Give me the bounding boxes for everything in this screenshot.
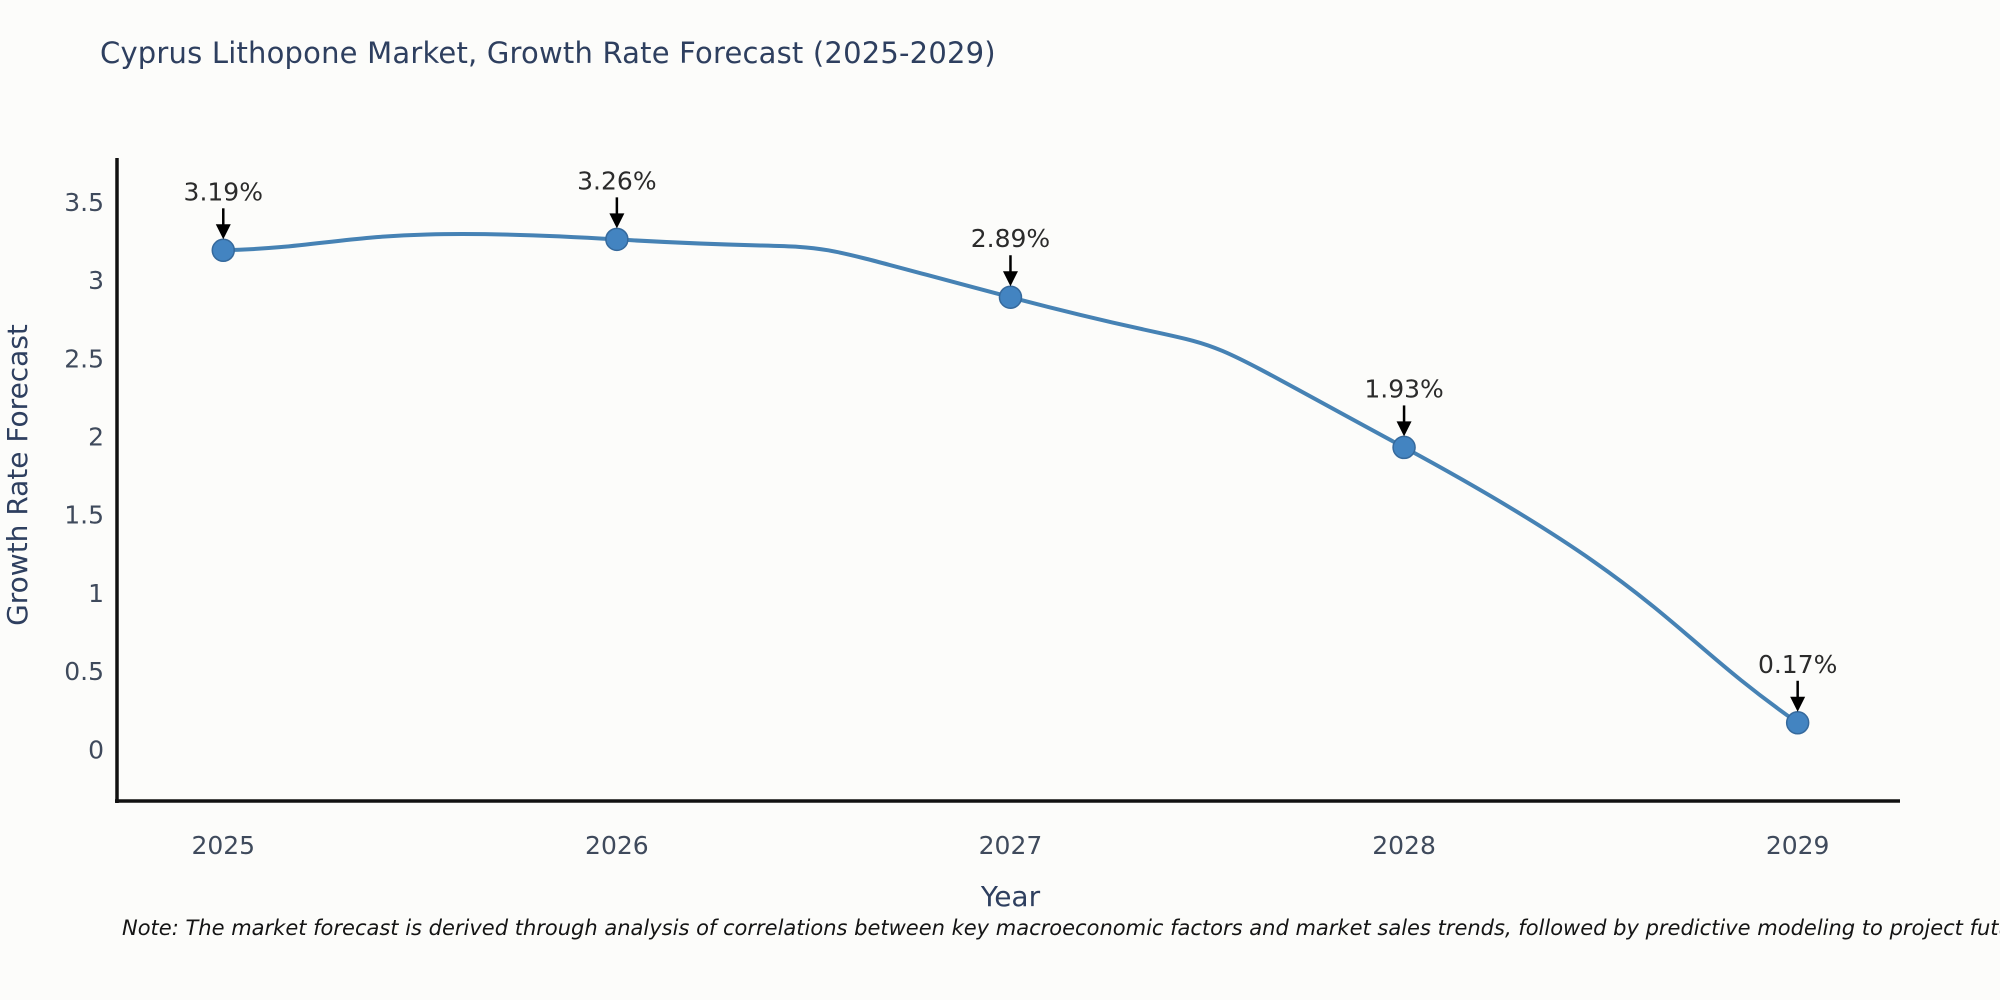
data-point-marker-2026 xyxy=(605,227,629,252)
y-tick-label-1: 1 xyxy=(88,579,104,608)
annotation-arrow-head-2027 xyxy=(1002,271,1018,287)
annotation-arrow-head-2025 xyxy=(215,224,231,240)
y-tick-label-3.5: 3.5 xyxy=(64,188,104,217)
data-point-marker-2027 xyxy=(998,285,1023,309)
y-tick-label-3: 3 xyxy=(88,266,104,295)
y-tick-label-2.5: 2.5 xyxy=(64,344,104,373)
data-point-marker-2025 xyxy=(211,238,236,263)
annotation-arrow-head-2029 xyxy=(1790,696,1806,712)
annotation-label-2029: 0.17% xyxy=(1758,650,1837,679)
annotation-label-2027: 2.89% xyxy=(971,224,1050,253)
x-tick-label-2026: 2026 xyxy=(585,831,649,860)
y-tick-label-0: 0 xyxy=(88,735,104,764)
x-tick-label-2028: 2028 xyxy=(1372,831,1436,860)
data-point-marker-2028 xyxy=(1392,435,1416,460)
annotation-arrow-head-2026 xyxy=(609,213,625,229)
annotation-label-2026: 3.26% xyxy=(577,166,656,195)
line-series xyxy=(221,231,1800,725)
y-tick-label-2: 2 xyxy=(88,422,104,451)
annotation-arrow-head-2028 xyxy=(1396,421,1412,437)
x-tick-label-2025: 2025 xyxy=(191,831,255,860)
x-axis-label: Year xyxy=(980,880,1041,913)
x-tick-label-2029: 2029 xyxy=(1766,831,1830,860)
annotation-label-2025: 3.19% xyxy=(184,177,263,206)
annotation-label-2028: 1.93% xyxy=(1364,374,1443,403)
chart-title: Cyprus Lithopone Market, Growth Rate For… xyxy=(100,36,996,70)
data-point-marker-2029 xyxy=(1785,711,1810,735)
note-text: Note: The market forecast is derived thr… xyxy=(122,916,2000,940)
x-tick-label-2027: 2027 xyxy=(979,831,1043,860)
y-tick-label-1.5: 1.5 xyxy=(64,501,104,530)
y-axis-label: Growth Rate Forecast xyxy=(1,324,34,626)
y-tick-label-0.5: 0.5 xyxy=(64,657,104,686)
